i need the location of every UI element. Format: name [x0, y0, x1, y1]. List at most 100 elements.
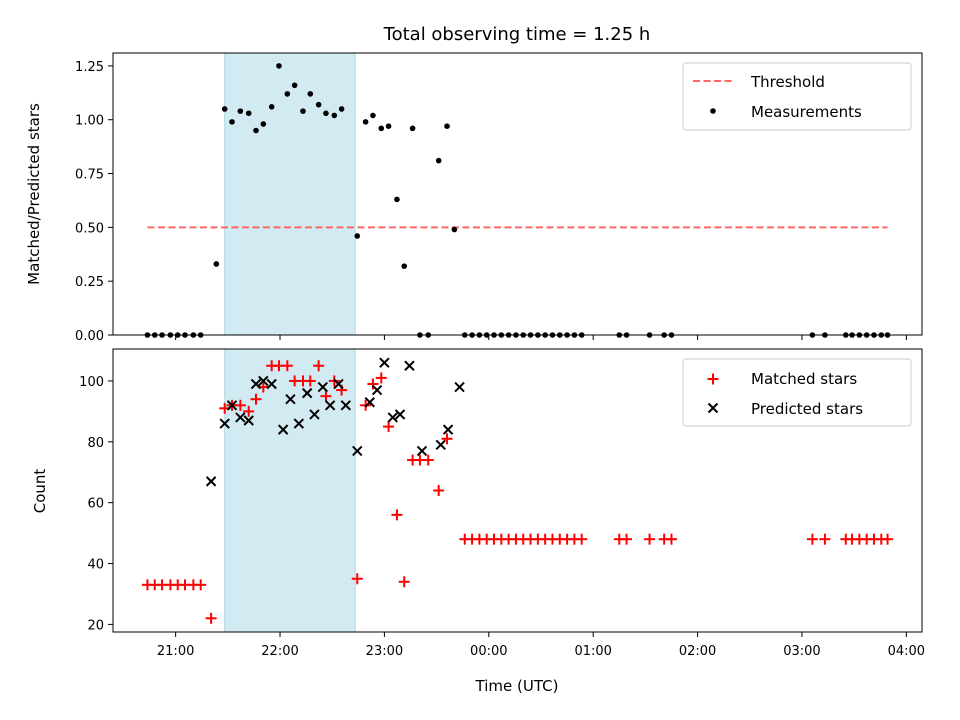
matched-star-point — [806, 533, 818, 545]
predicted-star-point — [454, 381, 465, 393]
x-axis-label: Time (UTC) — [475, 677, 559, 695]
matched-star-point — [320, 390, 332, 402]
predicted-star-point — [371, 384, 383, 396]
measurement-point — [284, 91, 291, 97]
predicted-star-point — [226, 400, 238, 411]
bottom-y-ticks: 20 40 60 80 100 — [79, 375, 113, 633]
top-y-ticks: 0.00 0.25 0.50 0.75 1.00 1.25 — [75, 60, 113, 344]
matched-star-point — [313, 360, 325, 372]
matched-star-point — [281, 360, 293, 372]
matched-star-point — [644, 533, 656, 545]
legend-measurements-swatch — [710, 108, 716, 114]
matched-star-point — [665, 533, 677, 545]
legend-predicted-label: Predicted stars — [751, 400, 863, 418]
predicted-star-point — [235, 412, 246, 423]
measurement-point — [362, 119, 369, 125]
measurement-point — [331, 112, 338, 119]
predicted-star-point — [317, 381, 329, 393]
predicted-star-point — [404, 360, 415, 371]
matched-star-point — [351, 573, 363, 585]
measurement-point — [300, 108, 306, 114]
x-tick-label: 01:00 — [574, 644, 611, 659]
matched-star-point — [250, 393, 262, 405]
predicted-star-point — [266, 378, 277, 390]
measurement-point — [323, 110, 329, 117]
matched-star-point — [195, 579, 207, 591]
predicted-star-point — [293, 418, 305, 429]
predicted-star-point — [205, 476, 217, 487]
y-tick-label: 40 — [87, 558, 104, 573]
predicted-star-point — [387, 412, 398, 423]
y-tick-label: 0.25 — [75, 275, 104, 290]
bottom-y-axis-label: Count — [31, 469, 49, 514]
measurement-point — [276, 63, 282, 69]
measurement-point — [451, 226, 458, 233]
predicted-star-point — [379, 357, 390, 368]
matched-star-point — [383, 421, 395, 433]
predicted-star-point — [435, 439, 446, 451]
measurement-point — [385, 123, 392, 129]
measurement-point — [315, 101, 322, 108]
matched-star-point — [234, 399, 246, 411]
predicted-star-point — [333, 378, 344, 390]
matched-star-point — [398, 576, 410, 588]
matched-star-point — [367, 378, 379, 390]
matched-star-point — [621, 533, 633, 545]
matched-star-point — [441, 433, 453, 445]
legend-matched-label: Matched stars — [751, 370, 857, 388]
matched-star-point — [304, 375, 316, 387]
y-tick-label: 0.00 — [75, 329, 104, 344]
y-tick-label: 20 — [87, 618, 104, 633]
legend-predicted-swatch — [707, 402, 719, 414]
bottom-plot-frame — [112, 348, 923, 633]
measurement-point — [229, 119, 235, 125]
x-tick-label: 23:00 — [366, 644, 403, 659]
measurement-point — [401, 263, 408, 269]
predicted-star-point — [258, 375, 269, 387]
measurement-point — [221, 106, 228, 112]
top-x-ticks — [175, 335, 907, 340]
matched-star-point — [819, 533, 831, 545]
measurement-point — [245, 110, 252, 117]
x-tick-label: 00:00 — [470, 644, 507, 659]
top-panel: 0.00 0.25 0.50 0.75 1.00 1.25 Matched/Predict… — [25, 52, 923, 344]
measurement-point — [307, 91, 314, 97]
measurement-point — [268, 104, 275, 110]
measurement-point — [394, 196, 400, 203]
top-plot-frame — [112, 52, 923, 336]
x-tick-label: 04:00 — [888, 644, 925, 659]
predicted-star-point — [364, 397, 375, 408]
measurement-point — [435, 157, 442, 164]
legend-matched-swatch — [707, 373, 719, 385]
predicted-star-point — [442, 424, 454, 435]
measurement-point — [237, 108, 244, 114]
legend-measurements-label: Measurements — [751, 103, 862, 121]
predicted-star-point — [309, 409, 320, 420]
bottom-legend: Matched stars Predicted stars — [682, 358, 912, 427]
y-tick-label: 0.75 — [75, 168, 104, 183]
predicted-star-point — [243, 415, 254, 426]
y-tick-label: 100 — [79, 375, 104, 390]
predicted-star-point — [250, 378, 262, 390]
predicted-star-point — [285, 394, 296, 405]
predicted-star-point — [277, 424, 289, 435]
predicted-star-point — [416, 445, 428, 457]
measurement-point — [253, 127, 259, 134]
measurement-point — [370, 112, 376, 119]
predicted-star-point — [219, 418, 230, 429]
matched-star-point — [422, 454, 434, 466]
measurement-point — [444, 123, 450, 129]
measurement-point — [338, 106, 345, 112]
x-tick-label: 21:00 — [157, 644, 194, 659]
predicted-star-point — [394, 409, 406, 420]
measurement-point — [213, 261, 220, 267]
predicted-star-point — [340, 400, 351, 411]
matched-star-point — [882, 533, 894, 545]
chart-title: Total observing time = 1.25 h — [383, 24, 651, 45]
matched-star-point — [205, 612, 217, 624]
measurement-point — [409, 125, 416, 132]
predicted-star-point — [324, 400, 336, 411]
matched-star-point — [375, 372, 387, 384]
measurement-point — [260, 121, 267, 127]
